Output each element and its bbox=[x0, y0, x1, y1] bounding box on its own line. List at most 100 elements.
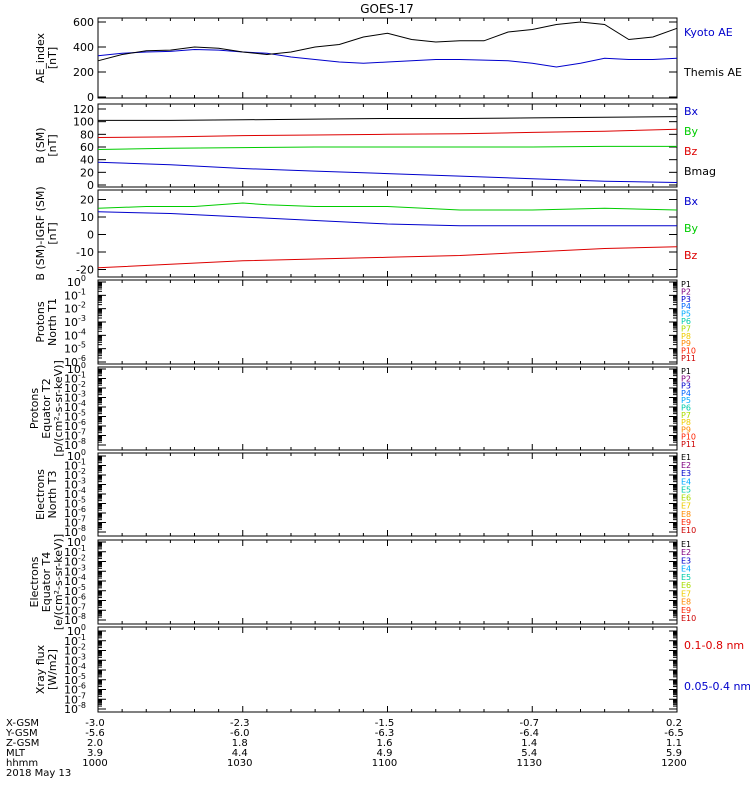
y-tick-label: 10-2 bbox=[64, 554, 86, 569]
legend-entry: Bx bbox=[684, 105, 699, 118]
panel-frame bbox=[97, 103, 678, 188]
x-axis-row-value: -6.4 bbox=[519, 728, 539, 739]
legend-entry: P4 bbox=[681, 302, 691, 311]
legend-entry: 0.1-0.8 nm bbox=[684, 639, 744, 652]
y-tick-label: 600 bbox=[73, 16, 94, 29]
y-axis-label: [nT] bbox=[46, 222, 59, 244]
legend-entry: E8 bbox=[681, 598, 691, 607]
y-axis-label: Protons bbox=[34, 301, 47, 342]
y-tick-label: 10-3 bbox=[64, 563, 86, 578]
legend-entry: P6 bbox=[681, 317, 691, 326]
legend-entry: E7 bbox=[681, 502, 691, 511]
x-axis-row-label: MLT bbox=[6, 748, 26, 759]
x-axis-row-value: -6.3 bbox=[375, 728, 395, 739]
y-tick-label: 100 bbox=[67, 274, 86, 289]
legend-entry: E9 bbox=[681, 518, 691, 527]
legend-entry: P7 bbox=[681, 411, 691, 420]
y-tick-label: 10-1 bbox=[64, 287, 86, 302]
legend-entry: P7 bbox=[681, 324, 691, 333]
x-axis-row-label: Y-GSM bbox=[5, 728, 38, 739]
y-tick-label: 10-2 bbox=[64, 643, 86, 658]
legend-entry: E3 bbox=[681, 556, 691, 565]
legend-entry: By bbox=[684, 222, 699, 235]
y-tick-label: 100 bbox=[67, 534, 86, 549]
x-axis-row-value: -6.5 bbox=[664, 728, 684, 739]
legend-entry: P1 bbox=[681, 280, 691, 289]
legend-entry: E4 bbox=[681, 565, 691, 574]
y-tick-label: 10-6 bbox=[64, 682, 86, 697]
y-tick-label: 200 bbox=[73, 66, 94, 79]
legend-entry: E2 bbox=[681, 548, 691, 557]
y-axis-label: B (SM)-IGRF (SM) bbox=[34, 186, 47, 280]
y-tick-label: 10-7 bbox=[64, 428, 86, 443]
legend-entry: P10 bbox=[681, 433, 696, 442]
x-axis-row-value: 4.9 bbox=[377, 748, 393, 759]
legend-entry: E6 bbox=[681, 581, 691, 590]
y-axis-label: North T1 bbox=[46, 298, 59, 346]
x-axis-row-value: 2.0 bbox=[87, 738, 103, 749]
series-line-bz bbox=[97, 246, 678, 269]
y-axis-label: Electrons bbox=[34, 469, 47, 520]
y-tick-label: 10-8 bbox=[64, 612, 86, 627]
x-axis-row-label: Z-GSM bbox=[6, 738, 39, 749]
legend-entry: P11 bbox=[681, 440, 696, 449]
y-tick-label: 10-1 bbox=[64, 458, 86, 473]
panel-frame bbox=[97, 539, 678, 625]
y-axis-label: Equator T4 bbox=[40, 552, 53, 612]
x-axis-row-label: X-GSM bbox=[6, 718, 39, 729]
legend-entry: P9 bbox=[681, 339, 691, 348]
y-tick-label: 0 bbox=[87, 179, 94, 192]
y-tick-label: 10-4 bbox=[64, 662, 86, 677]
x-axis-row-value: 4.4 bbox=[232, 748, 248, 759]
legend-entry: E5 bbox=[681, 485, 691, 494]
y-axis-label: B (SM) bbox=[34, 127, 47, 163]
y-tick-label: -20 bbox=[76, 264, 94, 277]
x-axis-row-value: -6.0 bbox=[230, 728, 250, 739]
y-tick-label: 10-6 bbox=[64, 593, 86, 608]
legend-entry: P8 bbox=[681, 418, 691, 427]
x-axis-row-value: -0.7 bbox=[519, 718, 539, 729]
panel-7: Electrons Equator T4 [e/(cm²-s-sr-keV)] 100… bbox=[28, 534, 696, 630]
y-axis-label: [p/(cm²-s-sr-keV)] bbox=[52, 360, 65, 457]
y-tick-label: 10-5 bbox=[64, 583, 86, 598]
x-axis-row-value: 3.9 bbox=[87, 748, 103, 759]
series-line-bx bbox=[97, 161, 678, 183]
legend-entry: P8 bbox=[681, 332, 691, 341]
legend-entry: Themis AE bbox=[683, 66, 742, 79]
x-axis-row-value: 0.2 bbox=[666, 718, 682, 729]
y-tick-label: 10-6 bbox=[64, 505, 86, 520]
series-line-themis-ae bbox=[97, 21, 678, 62]
y-tick-label: 10-4 bbox=[64, 573, 86, 588]
x-axis-row-value: 1200 bbox=[661, 758, 686, 769]
y-tick-label: 10-2 bbox=[64, 467, 86, 482]
series-line-bz bbox=[97, 128, 678, 138]
legend-entry: P1 bbox=[681, 367, 691, 376]
y-tick-label: 0 bbox=[87, 91, 94, 104]
legend-entry: E9 bbox=[681, 606, 691, 615]
y-tick-label: 10-3 bbox=[64, 652, 86, 667]
y-tick-label: 10-7 bbox=[64, 602, 86, 617]
y-tick-label: 120 bbox=[73, 103, 94, 116]
legend-entry: P3 bbox=[681, 295, 691, 304]
y-tick-label: 10-3 bbox=[64, 390, 86, 405]
legend-entry: Bx bbox=[684, 195, 699, 208]
y-axis-label: Equator T2 bbox=[40, 378, 53, 438]
y-tick-label: 10-1 bbox=[64, 544, 86, 559]
legend-entry: E10 bbox=[681, 614, 696, 623]
x-axis-row-value: -2.3 bbox=[230, 718, 250, 729]
x-axis-row-value: 5.9 bbox=[666, 748, 682, 759]
x-axis-row-value: 1.6 bbox=[377, 738, 393, 749]
legend-entry: E2 bbox=[681, 461, 691, 470]
y-tick-label: 40 bbox=[80, 154, 94, 167]
panel-frame bbox=[97, 452, 678, 537]
y-tick-label: 10-4 bbox=[64, 399, 86, 414]
figure-title: GOES-17 bbox=[360, 2, 414, 16]
panel-6: Electrons North T3 10010-110-210-310-410-5… bbox=[34, 448, 696, 539]
series-line-bmag bbox=[98, 116, 678, 121]
legend-entry: Bz bbox=[684, 249, 698, 262]
legend-entry: Bmag bbox=[684, 165, 716, 178]
y-tick-label: 20 bbox=[80, 194, 94, 207]
y-axis-label: [nT] bbox=[46, 134, 59, 156]
legend-entry: E4 bbox=[681, 477, 691, 486]
